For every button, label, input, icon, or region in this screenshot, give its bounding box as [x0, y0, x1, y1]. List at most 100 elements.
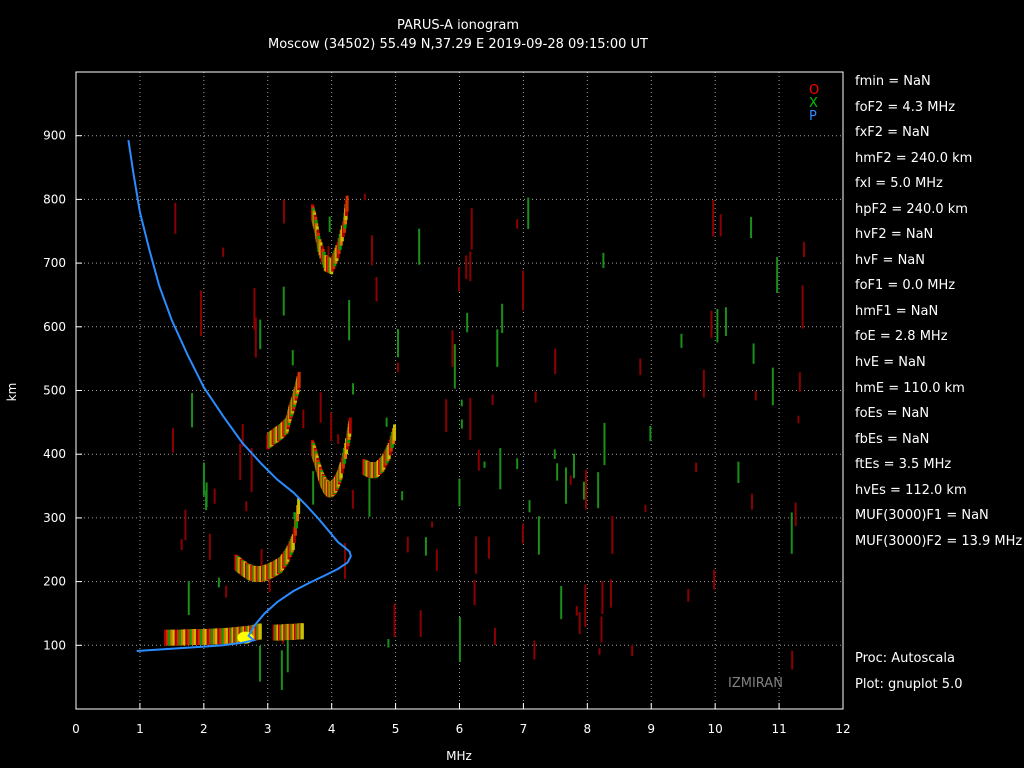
noise-echo — [191, 393, 194, 428]
legend-p: P — [809, 109, 817, 124]
noise-echo — [600, 616, 603, 643]
noise-echo — [205, 490, 208, 511]
echo-mark — [208, 628, 212, 645]
noise-echo — [200, 290, 203, 337]
noise-echo — [710, 310, 713, 338]
echo-mark — [166, 629, 170, 646]
noise-echo — [572, 453, 575, 479]
plot-label: Plot: gnuplot 5.0 — [855, 677, 963, 692]
noise-echo — [754, 390, 757, 401]
noise-echo — [598, 648, 601, 655]
param-ftes: ftEs = 3.5 MHz — [855, 457, 952, 473]
noise-echo — [451, 330, 454, 367]
noise-echo — [631, 644, 634, 657]
noise-echo — [695, 462, 698, 473]
echo-mark — [215, 628, 219, 645]
noise-echo — [280, 650, 283, 690]
noise-echo — [282, 199, 285, 224]
noise-echo — [516, 458, 519, 470]
echo-mark — [183, 629, 187, 646]
plot-frame — [75, 71, 844, 710]
echo-mark — [163, 629, 167, 646]
trace-f-low — [234, 498, 301, 582]
y-tick-label: 200 — [43, 575, 66, 589]
echo-mark — [297, 371, 301, 388]
noise-echo — [419, 610, 422, 637]
noise-echo — [418, 228, 421, 265]
noise-echo — [368, 474, 371, 517]
echo-mark — [219, 628, 223, 645]
noise-echo — [537, 516, 540, 555]
noise-echo — [534, 391, 537, 403]
noise-echo — [458, 478, 461, 507]
noise-echo — [491, 394, 494, 406]
grid-lines — [76, 72, 843, 709]
noise-echo — [431, 521, 434, 528]
param-fof2: foF2 = 4.3 MHz — [855, 99, 956, 115]
noise-echo — [393, 603, 396, 638]
echo-mark — [174, 629, 178, 646]
trace-es — [272, 623, 304, 641]
noise-echo — [527, 197, 530, 230]
trace-f-high — [310, 195, 349, 275]
noise-echo — [458, 617, 461, 662]
param-fxf2: fxF2 = NaN — [855, 125, 930, 141]
param-muf-f1: MUF(3000)F1 = NaN — [855, 508, 989, 524]
param-fmin: fmin = NaN — [855, 74, 931, 89]
noise-echo — [564, 467, 567, 504]
noise-echo — [560, 585, 563, 620]
y-tick-label: 100 — [43, 638, 66, 652]
noise-echo — [716, 308, 719, 343]
echo-mark — [348, 417, 352, 434]
noise-echo — [569, 475, 572, 485]
noise-echo — [803, 241, 806, 258]
y-axis-label: km — [5, 383, 19, 402]
noise-echo — [528, 500, 531, 513]
proc-label: Proc: Autoscala — [855, 651, 955, 666]
chart-subtitle: Moscow (34502) 55.49 N,37.29 E 2019-09-2… — [268, 37, 648, 52]
noise-echo — [319, 392, 322, 423]
noise-echo — [445, 399, 448, 433]
noise-echo — [713, 569, 716, 590]
noise-echo — [253, 287, 256, 330]
noise-echo — [801, 285, 804, 329]
echo-mark — [202, 629, 206, 646]
noise-echo — [687, 588, 690, 602]
noise-echo — [702, 369, 705, 398]
x-tick-label: 4 — [328, 722, 336, 736]
echo-mark — [345, 195, 349, 212]
noise-echo — [259, 319, 262, 350]
echo-mark — [189, 629, 193, 646]
param-hmf2: hmF2 = 240.0 km — [855, 150, 973, 166]
noise-echo — [575, 606, 578, 616]
noise-echo — [213, 488, 216, 504]
echo-mark — [191, 629, 195, 646]
tick-marks: 0 1 2 3 4 5 6 7 8 9 10 11 12100200300400500600700800… — [43, 129, 851, 736]
param-hvf2: hvF2 = NaN — [855, 227, 934, 243]
noise-echo — [312, 471, 315, 505]
noise-echo — [794, 502, 797, 527]
noise-echo — [351, 489, 354, 509]
noise-echo — [460, 399, 463, 407]
echo-mark — [393, 424, 397, 441]
noise-echo — [387, 639, 390, 648]
noise-echo — [291, 350, 294, 366]
y-tick-label: 600 — [43, 320, 66, 334]
noise-echo — [466, 312, 469, 333]
echo-mark — [297, 498, 301, 515]
echo-mark — [170, 629, 174, 646]
noise-echo — [469, 397, 472, 440]
noise-echo — [328, 216, 331, 233]
echo-mark — [181, 629, 185, 646]
param-hme: hmE = 110.0 km — [855, 380, 965, 396]
noise-echo — [750, 216, 753, 239]
noise-echo — [302, 409, 305, 429]
param-hpf2: hpF2 = 240.0 km — [855, 201, 968, 217]
noise-echo — [771, 367, 774, 406]
parameter-list: fmin = NaN foF2 = 4.3 MHz fxF2 = NaN hmF… — [855, 69, 1022, 554]
noise-echo — [737, 461, 740, 484]
noise-echo — [597, 472, 600, 509]
noise-echo — [250, 447, 253, 493]
x-tick-label: 1 — [136, 722, 144, 736]
izmiran-watermark: IZMIRAN — [728, 676, 783, 691]
